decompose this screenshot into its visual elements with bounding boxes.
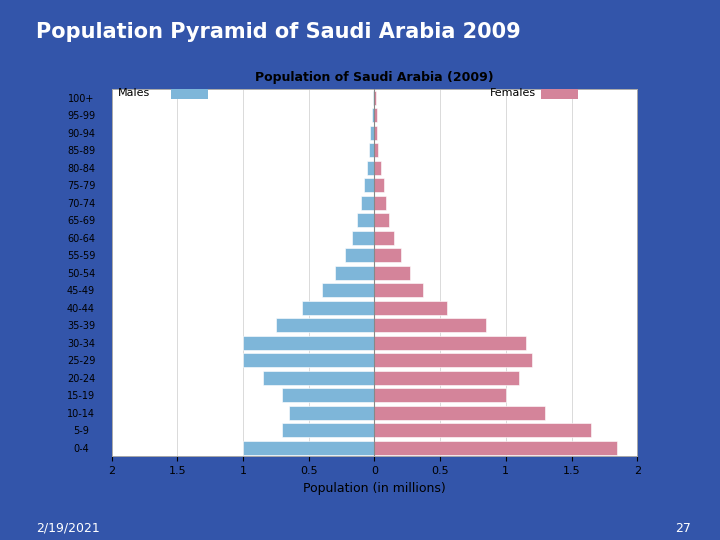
Bar xyxy=(374,336,526,349)
Bar xyxy=(364,178,374,192)
Bar xyxy=(374,266,410,280)
Bar xyxy=(374,301,446,315)
Text: 2/19/2021: 2/19/2021 xyxy=(36,522,100,535)
Bar xyxy=(282,423,374,437)
FancyBboxPatch shape xyxy=(171,87,207,99)
Bar xyxy=(243,336,374,349)
Text: 27: 27 xyxy=(675,522,691,535)
Bar xyxy=(322,283,374,297)
Bar xyxy=(374,283,423,297)
Bar xyxy=(243,441,374,455)
Bar xyxy=(374,91,376,105)
Bar xyxy=(374,370,519,384)
Bar xyxy=(374,318,486,332)
Bar xyxy=(374,423,591,437)
Bar xyxy=(372,109,374,123)
Bar xyxy=(374,178,384,192)
Text: Females: Females xyxy=(490,87,536,98)
Bar xyxy=(371,126,374,140)
Bar xyxy=(374,126,377,140)
Bar xyxy=(374,143,378,157)
Bar xyxy=(374,248,400,262)
Bar xyxy=(374,231,394,245)
Bar xyxy=(335,266,374,280)
X-axis label: Population (in millions): Population (in millions) xyxy=(303,482,446,495)
Bar xyxy=(352,231,374,245)
Title: Population of Saudi Arabia (2009): Population of Saudi Arabia (2009) xyxy=(255,71,494,84)
Bar xyxy=(374,406,545,420)
Bar xyxy=(373,91,374,105)
Text: Population Pyramid of Saudi Arabia 2009: Population Pyramid of Saudi Arabia 2009 xyxy=(36,22,521,42)
Bar xyxy=(366,161,374,175)
Bar xyxy=(374,388,505,402)
Bar xyxy=(374,353,532,367)
Bar xyxy=(374,441,618,455)
Bar xyxy=(302,301,374,315)
Text: Males: Males xyxy=(118,87,150,98)
FancyBboxPatch shape xyxy=(541,87,578,99)
Bar xyxy=(346,248,374,262)
Bar xyxy=(243,353,374,367)
Bar xyxy=(282,388,374,402)
Bar xyxy=(289,406,374,420)
Bar xyxy=(374,109,377,123)
Bar xyxy=(263,370,374,384)
Bar xyxy=(276,318,374,332)
Bar xyxy=(374,161,381,175)
Bar xyxy=(357,213,374,227)
Bar xyxy=(374,196,386,210)
Bar xyxy=(361,196,374,210)
Bar xyxy=(369,143,374,157)
Bar xyxy=(374,213,389,227)
